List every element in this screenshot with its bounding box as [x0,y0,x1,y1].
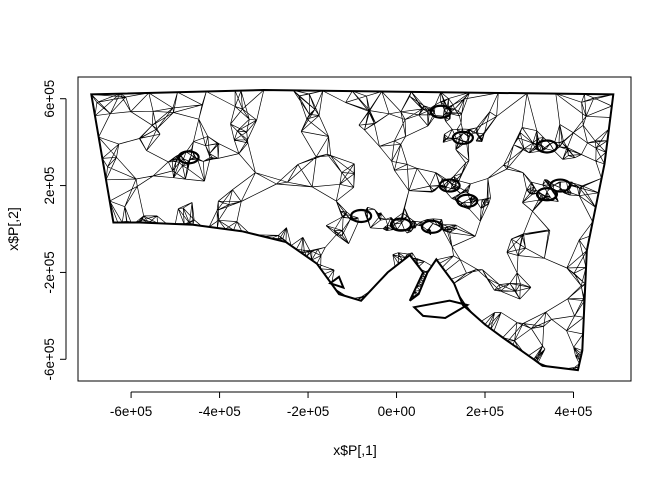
mesh-edges [90,89,614,371]
y-axis: -6e+05 -2e+05 2e+05 6e+05 [42,80,67,380]
plot-frame [77,76,632,382]
dense-cluster [429,104,452,119]
x-tick-label: -2e+05 [287,404,329,419]
coastline [90,88,615,372]
dense-cluster [451,130,474,145]
boundary-outline [90,88,615,372]
mesh-edge-path [90,89,614,371]
x-tick-label: -4e+05 [198,404,240,419]
dense-cluster [177,150,200,165]
y-tick-label: -6e+05 [42,338,57,380]
island-outline [328,275,346,290]
x-tick-label: 0e+00 [378,404,416,419]
dense-cluster [350,208,373,224]
dense-cluster [549,178,572,193]
dense-cluster [535,187,559,202]
dense-cluster [456,193,479,208]
x-axis-title: x$P[,1] [333,442,377,458]
y-tick-label: 2e+05 [42,167,57,205]
y-tick-label: 6e+05 [42,80,57,118]
dense-cluster [438,178,461,193]
dense-cluster [535,139,559,154]
x-tick-label: -6e+05 [110,404,152,419]
x-tick-label: 4e+05 [555,404,593,419]
x-tick-label: 2e+05 [466,404,504,419]
dense-cluster [389,217,413,232]
y-axis-title: x$P[,2] [5,207,21,251]
y-tick-label: -2e+05 [42,251,57,293]
dense-cluster [420,219,444,234]
x-axis: -6e+05 -4e+05 -2e+05 0e+00 2e+05 4e+05 [110,391,593,419]
island-outline [412,299,470,320]
